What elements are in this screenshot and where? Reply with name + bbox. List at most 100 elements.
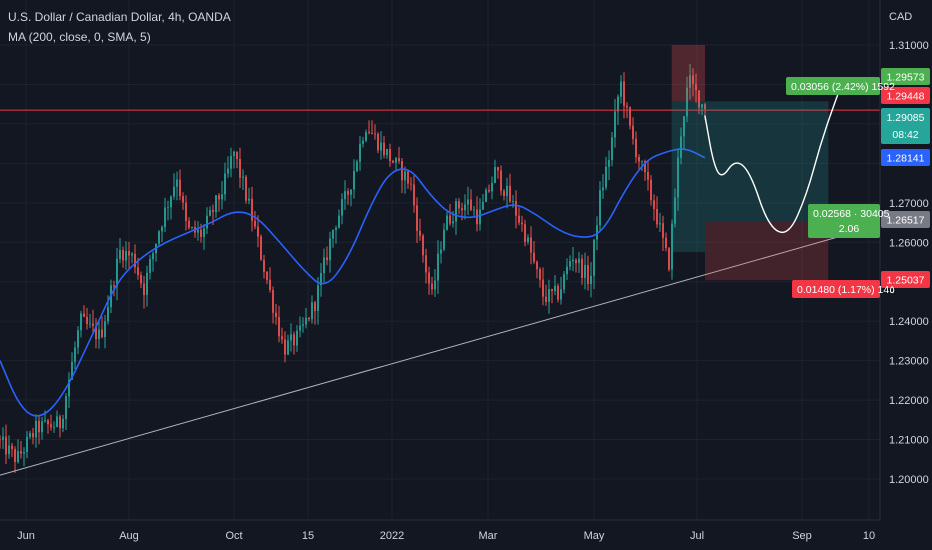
candle-body xyxy=(467,199,469,205)
position-target-label: 0.03056 (2.42%) 1592 xyxy=(786,77,895,95)
candle-body xyxy=(266,271,268,280)
candle-body xyxy=(218,195,220,200)
candle-body xyxy=(635,138,637,157)
candle-body xyxy=(236,151,238,160)
candle-body xyxy=(308,317,310,320)
position-stop-label: 0.01480 (1.17%) 14٥ xyxy=(792,280,895,298)
candle-body xyxy=(653,200,655,209)
candle-body xyxy=(5,436,7,455)
candle-body xyxy=(299,325,301,331)
candle-body xyxy=(359,143,361,162)
projection-sketch[interactable] xyxy=(704,87,841,233)
ascending-trendline[interactable] xyxy=(0,235,841,476)
candle-body xyxy=(47,420,49,425)
candle-body xyxy=(575,259,577,264)
candle-body xyxy=(497,167,499,171)
price-axis-bg[interactable] xyxy=(880,0,932,520)
candle-body xyxy=(173,186,175,197)
candle-body xyxy=(278,317,280,337)
position-labels: 0.03056 (2.42%) 1592 0.02568 · 30405 2.0… xyxy=(786,77,895,298)
position-profit-zone[interactable] xyxy=(705,101,829,222)
candle-body xyxy=(86,316,88,324)
candle-body xyxy=(320,273,322,286)
candle-body xyxy=(545,296,547,302)
candle-body xyxy=(422,235,424,256)
candle-body xyxy=(269,279,271,290)
candle-body xyxy=(368,132,370,133)
candle-body xyxy=(140,274,142,284)
badge-current-price: 1.29085 08:42 xyxy=(881,108,930,144)
legend-symbol[interactable]: U.S. Dollar / Canadian Dollar, 4h, OANDA xyxy=(8,10,231,24)
candle-body xyxy=(623,81,625,106)
candle-body xyxy=(590,275,592,285)
time-label-mar: Mar xyxy=(479,530,498,542)
candle-body xyxy=(665,237,667,248)
candle-body xyxy=(314,302,316,311)
candle-body xyxy=(458,201,460,209)
candle-body xyxy=(593,239,595,276)
position-stop-text: 0.01480 (1.17%) 14٥ xyxy=(797,284,895,296)
candle-body xyxy=(563,274,565,290)
time-label-aug: Aug xyxy=(119,530,139,542)
badge-target-price: 1.29573 xyxy=(881,68,930,85)
candle-body xyxy=(554,285,556,291)
candle-body xyxy=(647,171,649,180)
target-box[interactable] xyxy=(671,101,705,253)
candle-body xyxy=(515,201,517,216)
candle-body xyxy=(398,158,400,162)
price-tick-label: 1.20000 xyxy=(889,474,929,486)
badge-target-text: 1.29573 xyxy=(887,72,925,84)
candle-body xyxy=(671,223,673,270)
candle-body xyxy=(257,226,259,237)
price-badges: 1.29573 1.29448 1.29085 08:42 1.28141 1.… xyxy=(881,68,930,288)
badge-stop-text: 1.25037 xyxy=(887,275,925,287)
candle-body xyxy=(689,75,691,88)
candle-body xyxy=(536,261,538,270)
candle-body xyxy=(80,313,82,331)
legend-ma[interactable]: MA (200, close, 0, SMA, 5) xyxy=(8,30,151,44)
candle-body xyxy=(221,194,223,200)
candle-body xyxy=(224,173,226,195)
candle-body xyxy=(530,237,532,253)
badge-stop-price: 1.25037 xyxy=(881,271,930,288)
time-label-may: May xyxy=(584,530,605,542)
candle-body xyxy=(332,229,334,239)
candle-body xyxy=(656,209,658,225)
candle-body xyxy=(26,436,28,453)
candle-body xyxy=(452,221,454,224)
candle-body xyxy=(692,75,694,85)
badge-current-text: 1.29085 xyxy=(887,112,925,124)
candle-body xyxy=(242,176,244,178)
price-tick-label: 1.22000 xyxy=(889,395,929,407)
candle-body xyxy=(548,289,550,302)
candle-body xyxy=(500,170,502,191)
candle-body xyxy=(701,104,703,108)
time-axis-bg[interactable] xyxy=(0,520,932,550)
candle-body xyxy=(572,259,574,262)
long-position-tool[interactable] xyxy=(671,45,829,281)
candle-body xyxy=(698,90,700,108)
candle-body xyxy=(695,84,697,91)
candle-body xyxy=(98,329,100,340)
candle-body xyxy=(608,160,610,167)
candle-body xyxy=(254,220,256,227)
candle-body xyxy=(503,190,505,196)
candle-body xyxy=(50,424,52,428)
candle-body xyxy=(239,159,241,178)
candle-body xyxy=(281,336,283,340)
candle-body xyxy=(137,267,139,275)
candle-body xyxy=(464,204,466,211)
candle-body xyxy=(680,136,682,158)
candle-body xyxy=(605,166,607,188)
candle-body xyxy=(230,156,232,169)
candle-body xyxy=(113,285,115,287)
candle-body xyxy=(560,289,562,300)
candle-body xyxy=(431,283,433,290)
candle-body xyxy=(644,161,646,172)
stop-box[interactable] xyxy=(671,45,705,102)
candle-body xyxy=(119,250,121,259)
candle-body xyxy=(629,107,631,126)
position-loss-zone[interactable] xyxy=(705,221,829,281)
candle-body xyxy=(437,253,439,281)
